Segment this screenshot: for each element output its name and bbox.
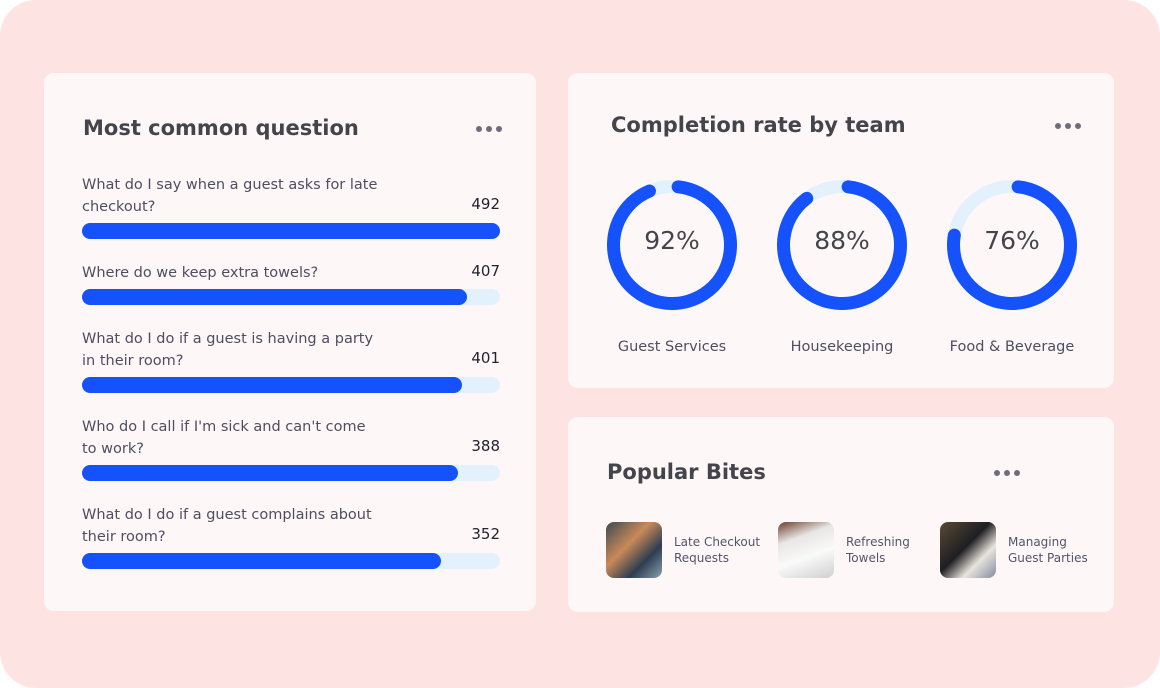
bite-item[interactable]: Refreshing Towels (778, 522, 936, 578)
completion-arc (777, 179, 907, 310)
question-count: 352 (471, 525, 500, 543)
question-text: What do I say when a guest asks for late… (82, 177, 378, 215)
question-count: 388 (471, 437, 500, 455)
question-count: 492 (471, 195, 500, 213)
question-bar-fill (82, 289, 467, 305)
bite-label: Refreshing Towels (846, 535, 910, 565)
bite-label: Late Checkout Requests (674, 535, 761, 565)
question-text: What do I do if a guest is having a part… (82, 331, 374, 369)
card-title: Most common question (83, 116, 359, 140)
bite-thumbnail (778, 522, 834, 578)
more-options-icon[interactable] (994, 470, 1020, 476)
completion-donut (777, 179, 907, 310)
question-bar-fill (82, 223, 500, 239)
bite-label: Managing Guest Parties (1008, 535, 1088, 565)
bite-thumbnail (606, 522, 662, 578)
question-text: What do I do if a guest complains about … (82, 507, 372, 545)
question-bar (82, 553, 500, 569)
completion-donut (947, 179, 1077, 310)
question-bar (82, 377, 500, 393)
card-title: Completion rate by team (611, 113, 906, 137)
question-bar (82, 289, 500, 305)
bite-thumbnail (940, 522, 996, 578)
completion-donut (607, 179, 737, 310)
question-bar-fill (82, 465, 459, 481)
completion-arc (947, 179, 1077, 310)
bite-item[interactable]: Managing Guest Parties (940, 522, 1098, 578)
more-options-icon[interactable] (1055, 123, 1081, 129)
question-bar (82, 465, 500, 481)
card-title: Popular Bites (607, 460, 766, 484)
question-bar-fill (82, 553, 442, 569)
question-bar (82, 223, 500, 239)
team-name: Housekeeping (790, 339, 894, 355)
popular-bites-card: Popular Bites Late Checkout Requests Ref… (568, 417, 1114, 612)
question-bar-fill (82, 377, 463, 393)
question-text: Where do we keep extra towels? (82, 265, 319, 281)
completion-rate-card: Completion rate by team 92% Guest Servic… (568, 73, 1114, 388)
team-name: Food & Beverage (949, 339, 1075, 355)
completion-arc (607, 179, 737, 310)
question-count: 407 (471, 262, 500, 280)
team-name: Guest Services (617, 339, 727, 355)
question-text: Who do I call if I'm sick and can't come… (82, 419, 366, 457)
completion-percent: 88% (814, 226, 870, 255)
more-options-icon[interactable] (476, 126, 502, 132)
bite-item[interactable]: Late Checkout Requests (606, 522, 764, 578)
completion-percent: 76% (984, 226, 1040, 255)
most-common-question-card: Most common question What do I say when … (44, 73, 536, 611)
completion-percent: 92% (644, 226, 700, 255)
question-count: 401 (471, 349, 500, 367)
